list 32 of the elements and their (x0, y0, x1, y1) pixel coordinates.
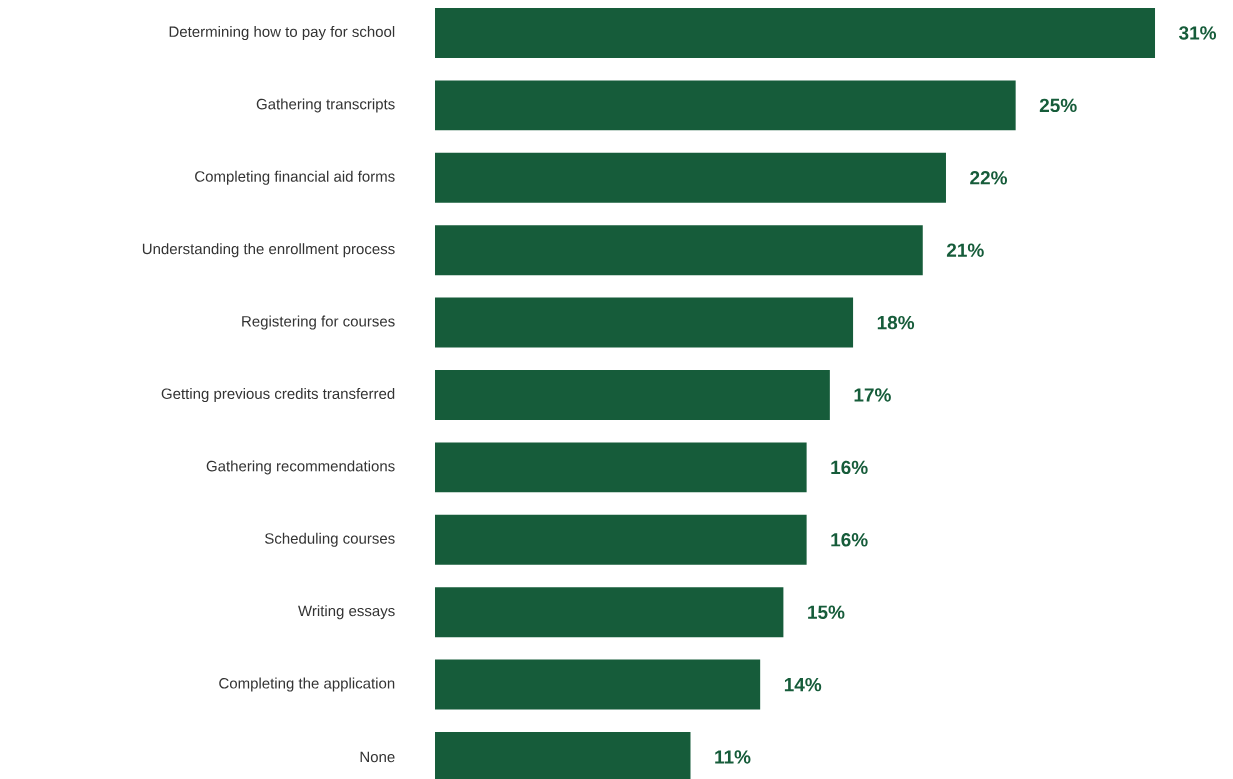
y-tick-label: Scheduling courses (265, 532, 395, 547)
data-label: 31% (1178, 26, 1217, 40)
data-label: 17% (854, 388, 891, 402)
bar (435, 225, 923, 276)
y-tick-label: Gathering recommendations (206, 460, 395, 475)
y-tick-label: Gathering transcripts (256, 98, 395, 113)
bar (435, 80, 1016, 131)
data-label: 21% (946, 243, 984, 257)
bar (435, 8, 1156, 58)
data-label: 25% (1039, 98, 1077, 113)
data-label: 16% (831, 460, 868, 475)
data-label: 18% (877, 315, 915, 330)
y-tick-label: Writing essays (298, 605, 395, 620)
bar (435, 587, 784, 638)
data-label: 22% (970, 171, 1008, 185)
y-tick-label: Understanding the enrollment process (142, 243, 395, 258)
bar (435, 442, 807, 493)
y-tick-label: Registering for courses (242, 315, 395, 330)
bar (435, 659, 761, 710)
data-label: 11% (715, 750, 751, 764)
bar (435, 152, 946, 203)
bar (435, 297, 854, 348)
bar (435, 370, 830, 420)
y-tick-label: Getting previous credits transferred (161, 388, 395, 402)
y-tick-label: Determining how to pay for school (169, 25, 395, 40)
bar (435, 514, 807, 565)
data-label: 15% (808, 605, 845, 619)
data-label: 16% (831, 533, 868, 547)
y-tick-label: None (360, 751, 395, 763)
y-tick-label: Completing financial aid forms (195, 170, 395, 185)
data-label: 14% (784, 677, 822, 692)
y-tick-label: Completing the application (219, 677, 395, 692)
